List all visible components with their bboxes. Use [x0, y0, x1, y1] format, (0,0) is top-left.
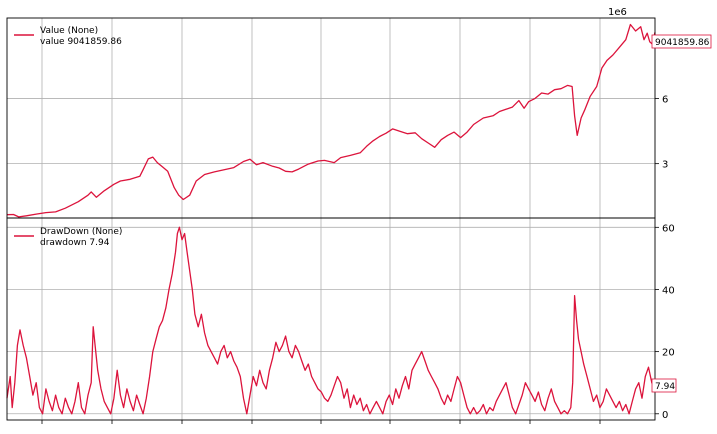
drawdown-ytick-label: 40: [662, 285, 675, 296]
drawdown-last-tag-text: 7.94: [655, 382, 675, 392]
value-legend-title: Value (None): [40, 26, 98, 36]
value-last-tag-text: 9041859.86: [655, 38, 710, 48]
axes-frames: [6, 17, 656, 421]
value-legend: Value (None) value 9041859.86: [14, 26, 122, 47]
value-axis-offset-label: 1e6: [608, 7, 627, 18]
grid-layer: [7, 18, 655, 420]
value-ytick-label: 6: [662, 94, 668, 105]
drawdown-legend-title: DrawDown (None): [40, 227, 122, 237]
drawdown-ytick-label: 20: [662, 348, 675, 359]
drawdown-series-line: [6, 226, 656, 415]
value-axes-frame: [6, 17, 656, 219]
drawdown-ytick-label: 60: [662, 223, 675, 234]
drawdown-ytick-label: 0: [662, 410, 668, 421]
value-last-tag-box: [651, 34, 712, 49]
series-layer: [6, 23, 656, 415]
value-last-tag: 9041859.86: [651, 34, 712, 49]
drawdown-axes-frame: [6, 217, 656, 421]
drawdown-legend-entry: drawdown 7.94: [40, 238, 110, 248]
value-legend-entry: value 9041859.86: [40, 37, 122, 47]
value-ytick-label: 3: [662, 160, 668, 171]
drawdown-last-tag: 7.94: [651, 378, 677, 393]
drawdown-legend: DrawDown (None) drawdown 7.94: [14, 227, 122, 248]
value-series-line: [6, 23, 656, 218]
drawdown-last-tag-box: [651, 378, 677, 393]
